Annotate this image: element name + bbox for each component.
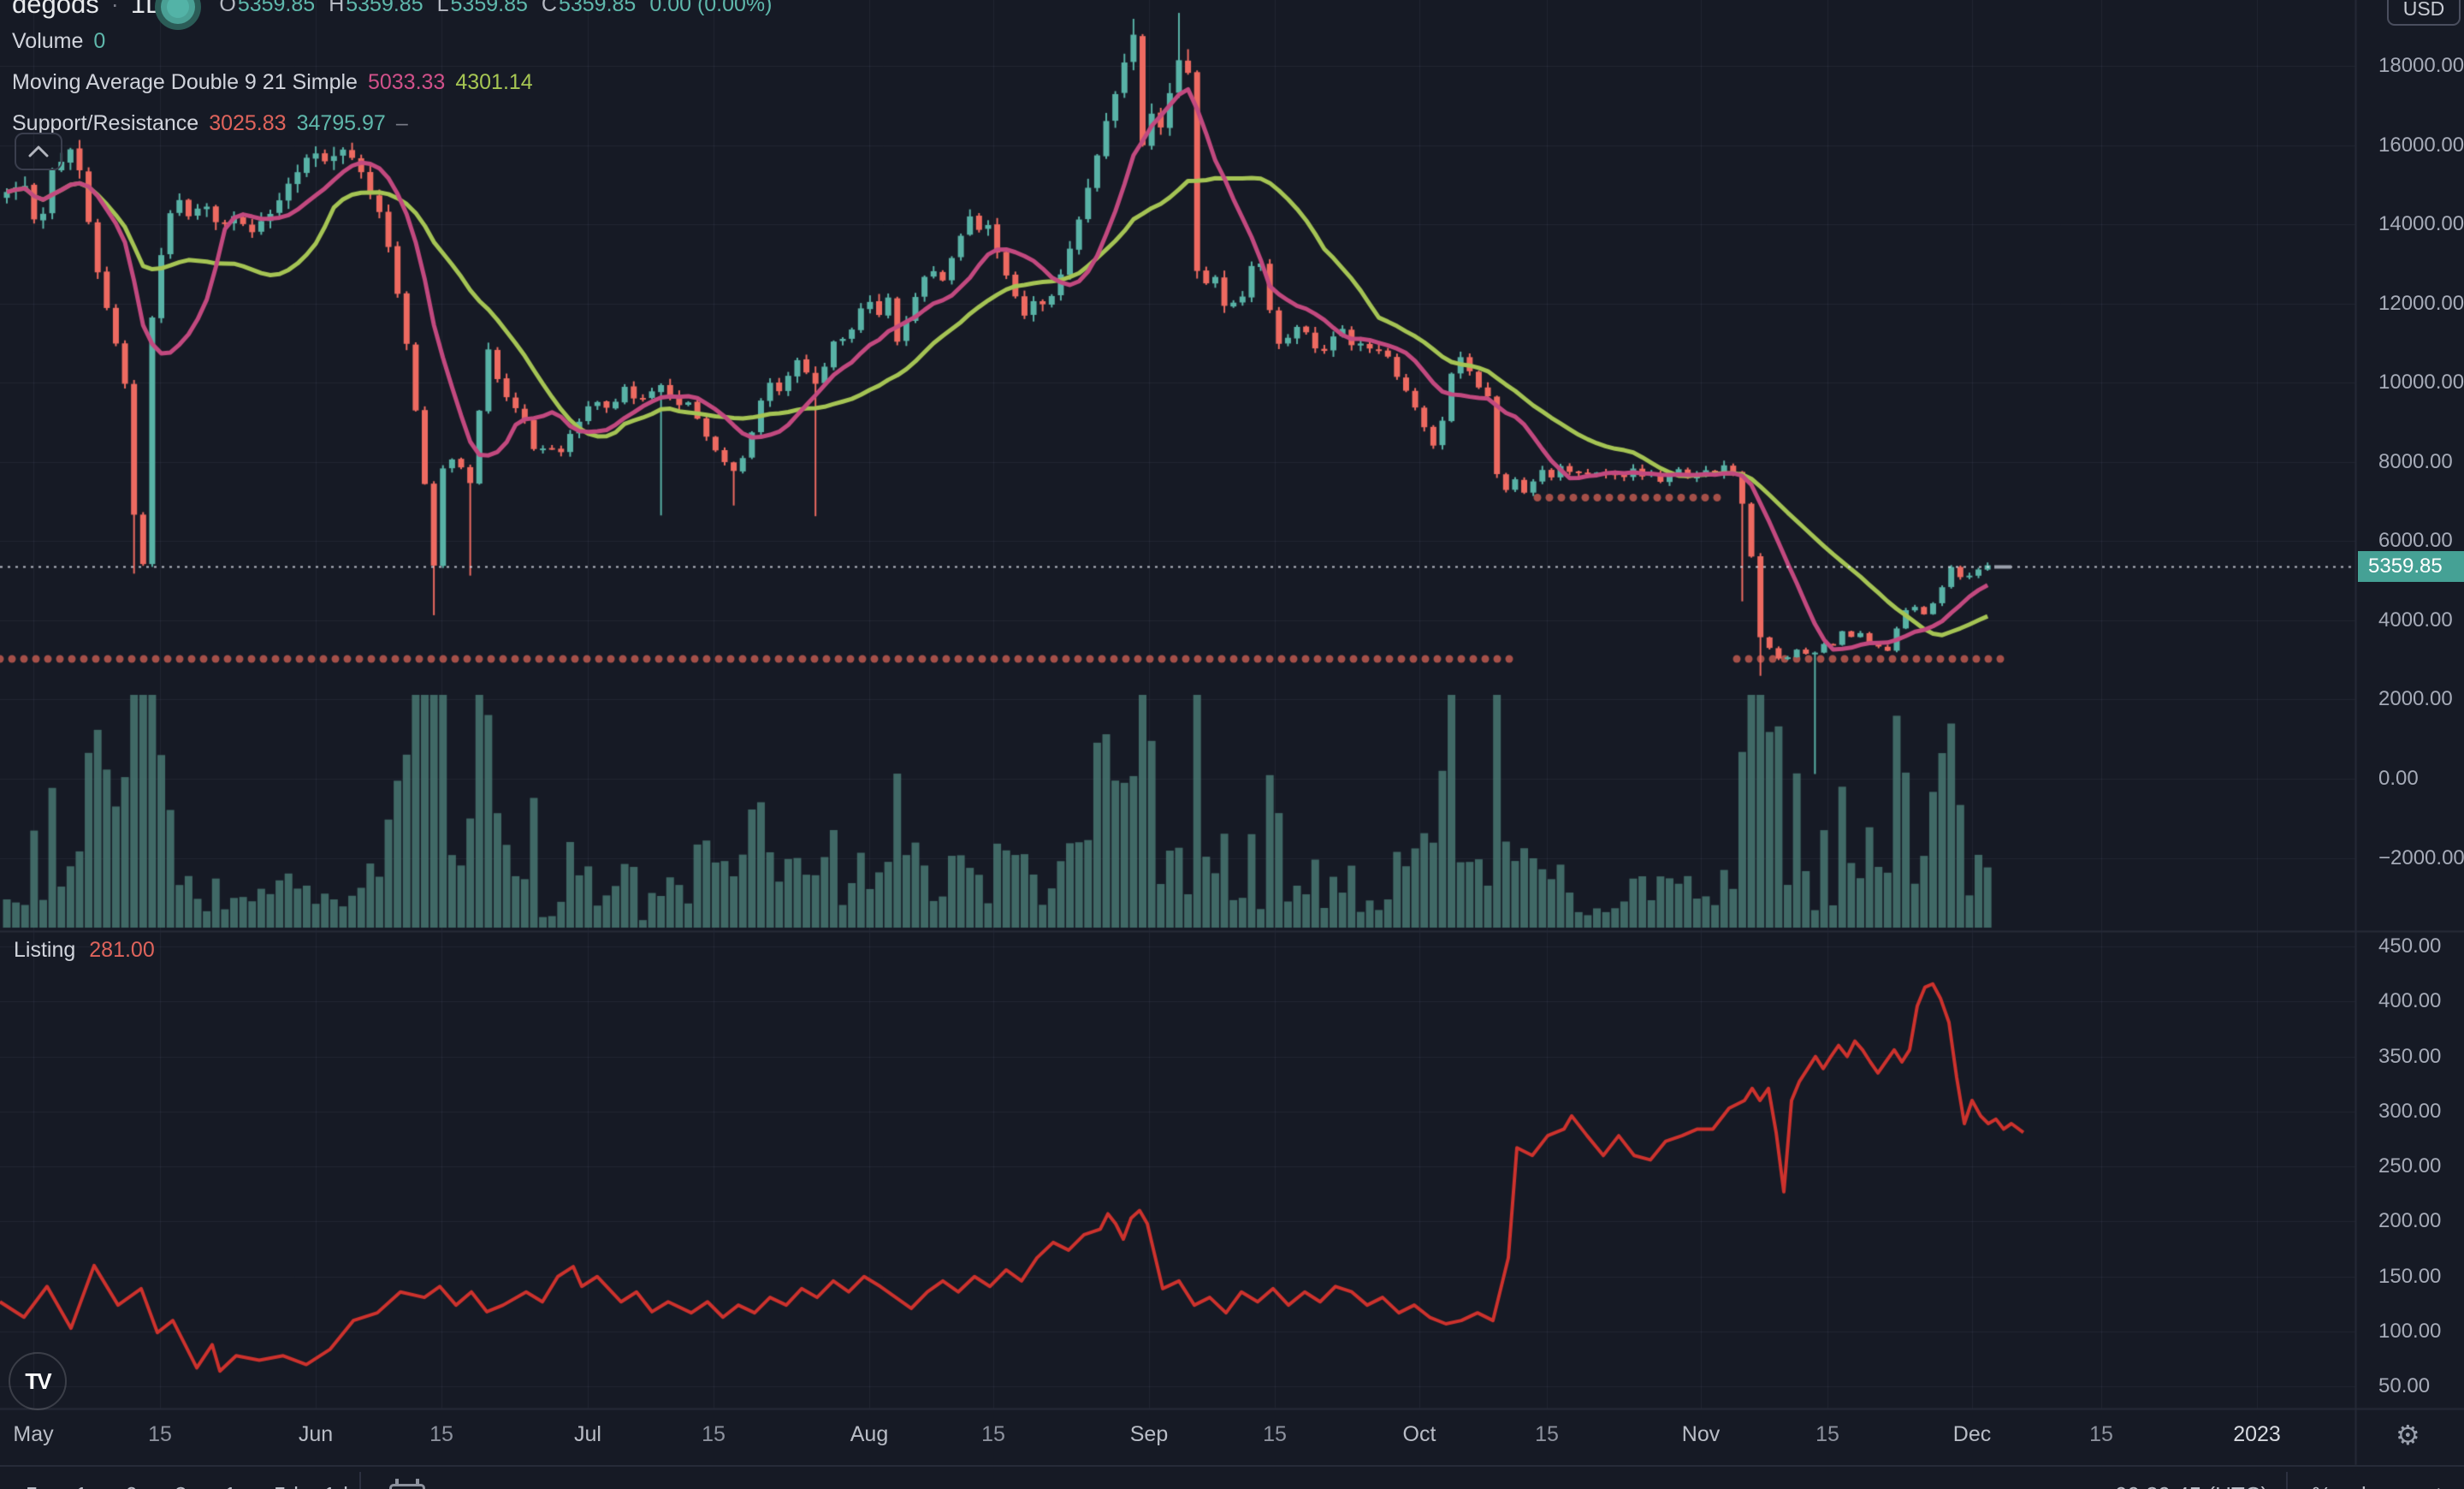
sr-legend-row[interactable]: Support/Resistance 3025.83 34795.97 – — [12, 108, 408, 139]
chevron-up-icon — [28, 145, 49, 157]
time-tick-15: 15 — [702, 1422, 726, 1446]
scale-button-auto[interactable]: auto — [2411, 1482, 2455, 1489]
ohlc-item: H5359.85 — [329, 0, 424, 16]
currency-button[interactable]: USD — [2387, 0, 2461, 26]
time-tick-may: May — [13, 1422, 54, 1446]
bottom-toolbar: 5y 1y 6m 3m 1m 5d 1d 00:39:45 (UTC) % log auto — [0, 1465, 2464, 1489]
time-tick-15: 15 — [1815, 1422, 1839, 1446]
price-axis-label: 12000.00 — [2378, 291, 2464, 315]
sr-value-1: 3025.83 — [209, 110, 287, 135]
time-tick-aug: Aug — [850, 1422, 889, 1446]
price-axis-label: −2000.00 — [2378, 845, 2464, 869]
volume-label: Volume — [12, 28, 84, 53]
tradingview-logo-glyph: TV — [25, 1367, 51, 1394]
listing-axis-label: 300.00 — [2378, 1099, 2442, 1123]
sr-label: Support/Resistance — [12, 110, 199, 135]
time-tick-jun: Jun — [298, 1422, 334, 1446]
range-button-5y[interactable]: 5y — [26, 1482, 49, 1489]
listing-axis-label: 200.00 — [2378, 1209, 2442, 1233]
listing-axis-label: 250.00 — [2378, 1154, 2442, 1178]
sr-value-2: 34795.97 — [296, 110, 386, 135]
clock-utc[interactable]: 00:39:45 (UTC) — [2115, 1482, 2268, 1489]
range-button-5d[interactable]: 5d — [274, 1482, 299, 1489]
price-axis-label: 10000.00 — [2378, 371, 2464, 394]
price-axis-label: 6000.00 — [2378, 529, 2453, 553]
scale-button-log[interactable]: log — [2361, 1482, 2391, 1489]
market-status-icon[interactable] — [161, 0, 195, 24]
time-tick-sep: Sep — [1129, 1422, 1169, 1446]
listing-axis-label: 50.00 — [2378, 1374, 2431, 1398]
range-button-1m[interactable]: 1m — [224, 1482, 255, 1489]
time-tick-15: 15 — [981, 1422, 1005, 1446]
listing-axis-label: 450.00 — [2378, 934, 2442, 958]
time-tick-oct: Oct — [1402, 1422, 1436, 1446]
volume-legend-row[interactable]: Volume 0 — [12, 26, 105, 56]
time-tick-2023: 2023 — [2233, 1422, 2281, 1446]
listing-legend-row[interactable]: Listing 281.00 — [14, 938, 155, 963]
toolbar-divider — [359, 1472, 361, 1489]
range-button-1d[interactable]: 1d — [323, 1482, 348, 1489]
listing-value: 281.00 — [89, 938, 155, 962]
symbol-legend-row: degods · 1D O5359.85 H5359.85 L5359.85 C535… — [12, 0, 772, 22]
price-axis-label: 8000.00 — [2378, 449, 2453, 473]
title-separator: · — [110, 0, 119, 17]
go-to-date-calendar-icon[interactable] — [389, 1479, 425, 1489]
listing-label: Listing — [14, 938, 76, 962]
ma-legend-row[interactable]: Moving Average Double 9 21 Simple 5033.3… — [12, 67, 533, 98]
time-tick-15: 15 — [2089, 1422, 2113, 1446]
price-axis-label: 18000.00 — [2378, 54, 2464, 78]
ohlc-item: O5359.85 — [219, 0, 316, 16]
tradingview-logo[interactable]: TV — [9, 1352, 67, 1410]
time-tick-15: 15 — [1535, 1422, 1559, 1446]
axis-settings-gear-icon[interactable]: ⚙ — [2396, 1420, 2420, 1450]
listing-axis-label: 150.00 — [2378, 1264, 2442, 1288]
ohlc-item: L5359.85 — [436, 0, 528, 16]
price-axis-label: 14000.00 — [2378, 212, 2464, 236]
time-tick-15: 15 — [429, 1422, 453, 1446]
time-tick-15: 15 — [1263, 1422, 1287, 1446]
time-tick-jul: Jul — [574, 1422, 601, 1446]
ma-slow-value: 4301.14 — [455, 69, 533, 94]
ohlc-item: C5359.85 — [541, 0, 637, 16]
price-axis-label: 4000.00 — [2378, 608, 2453, 632]
toolbar-divider-right — [2286, 1472, 2288, 1489]
ma-fast-value: 5033.33 — [367, 69, 446, 94]
time-tick-15: 15 — [148, 1422, 172, 1446]
listing-axis-label: 400.00 — [2378, 989, 2442, 1013]
sr-more-dash: – — [395, 110, 408, 135]
time-tick-dec: Dec — [1952, 1422, 1992, 1446]
scale-button-percent[interactable]: % — [2312, 1482, 2331, 1489]
price-axis-label: 0.00 — [2378, 767, 2419, 791]
range-button-1y[interactable]: 1y — [75, 1482, 98, 1489]
change-value: 0.00 (0.00%) — [649, 0, 773, 16]
listing-axis-label: 350.00 — [2378, 1044, 2442, 1068]
timeframe-label[interactable]: 1D — [130, 0, 165, 19]
last-price-badge: 5359.85 — [2358, 551, 2464, 582]
symbol-title[interactable]: degods — [12, 0, 99, 19]
collapse-panel-button[interactable] — [15, 133, 62, 170]
price-axis-label: 2000.00 — [2378, 687, 2453, 711]
listing-axis-label: 100.00 — [2378, 1319, 2442, 1343]
price-axis-label: 16000.00 — [2378, 133, 2464, 157]
range-button-3m[interactable]: 3m — [175, 1482, 205, 1489]
range-button-6m[interactable]: 6m — [125, 1482, 156, 1489]
ohlc-values: O5359.85 H5359.85 L5359.85 C5359.85 0.00 (0.… — [219, 0, 772, 17]
volume-value: 0 — [93, 28, 106, 53]
time-tick-nov: Nov — [1681, 1422, 1721, 1446]
ma-label: Moving Average Double 9 21 Simple — [12, 69, 358, 94]
